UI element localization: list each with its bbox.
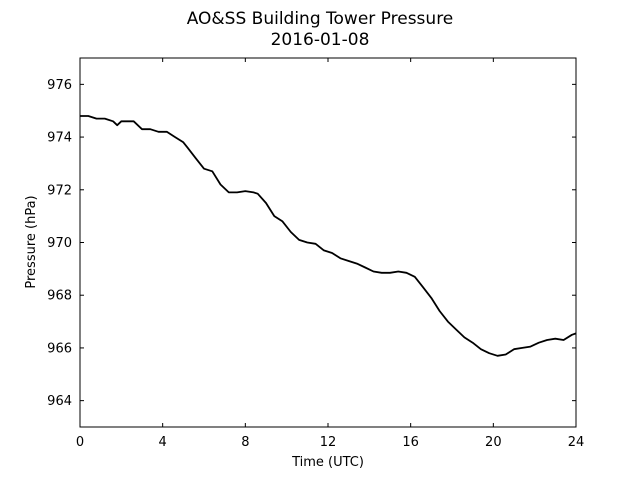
y-tick-label: 964 xyxy=(47,394,72,409)
pressure-series-line xyxy=(80,115,577,357)
y-tick-label: 970 xyxy=(47,236,72,251)
y-tick-label: 966 xyxy=(47,341,72,356)
x-tick-label: 16 xyxy=(402,435,419,450)
x-tick-label: 0 xyxy=(76,435,84,450)
y-tick-label: 974 xyxy=(47,131,72,146)
x-axis-ticks: 0 4 8 12 16 20 24 xyxy=(76,58,584,450)
x-tick-label: 4 xyxy=(159,435,167,450)
chart-title: AO&SS Building Tower Pressure xyxy=(187,9,454,29)
y-axis-label: Pressure (hPa) xyxy=(24,195,39,288)
x-tick-label: 20 xyxy=(485,435,502,450)
x-tick-label: 12 xyxy=(320,435,337,450)
plot-area xyxy=(80,58,576,427)
y-tick-label: 968 xyxy=(47,289,72,304)
y-axis-ticks: 964 966 968 970 972 974 976 xyxy=(47,78,576,409)
y-tick-label: 972 xyxy=(47,183,72,198)
chart-subtitle: 2016-01-08 xyxy=(271,30,370,50)
x-tick-label: 8 xyxy=(241,435,249,450)
y-tick-label: 976 xyxy=(47,78,72,93)
x-tick-label: 24 xyxy=(568,435,585,450)
x-axis-label: Time (UTC) xyxy=(291,455,364,470)
plot-frame xyxy=(79,57,577,428)
